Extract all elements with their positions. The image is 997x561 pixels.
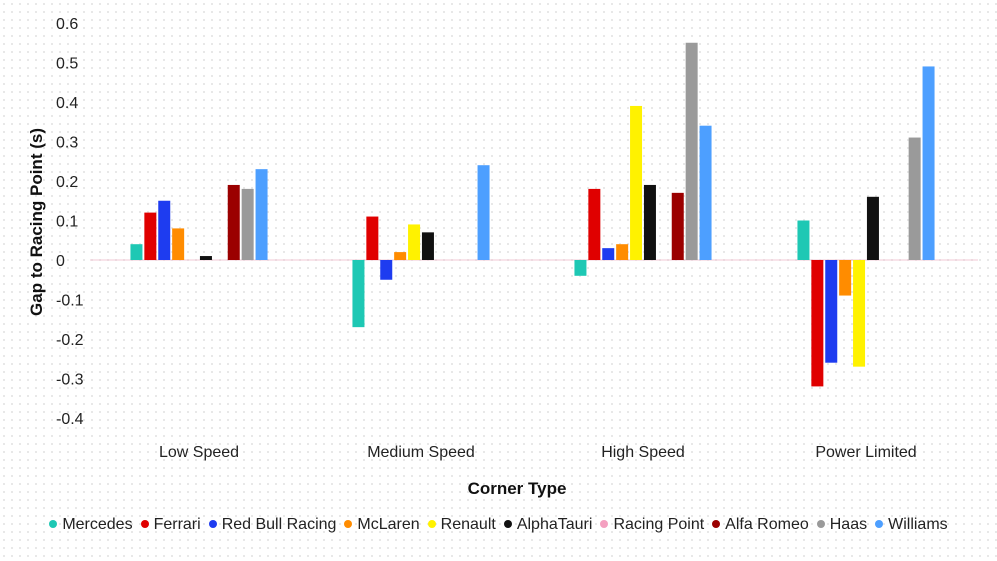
bar-mclaren [394,252,407,260]
legend-label: Renault [440,516,496,533]
legend-swatch-icon [503,519,512,528]
bar-alfa-romeo [671,192,684,260]
bar-renault [630,105,643,260]
bar-mclaren [616,244,629,260]
y-tick-label: 0.4 [56,95,78,112]
bar-red-bull-racing [602,248,615,260]
bar-chart: 0.6 0.5 0.4 0.3 0.2 0.1 0 -0.1 -0.2 -0.3 -0.4 Low … [27,16,978,498]
bar-renault [853,260,866,367]
legend-label: Racing Point [613,516,705,533]
y-tick-label: -0.4 [56,411,84,428]
bar-alphatauri [421,232,434,260]
y-tick-label: 0.1 [56,214,78,231]
bar-alphatauri [199,256,212,260]
bar-alphatauri [643,184,656,260]
bar-williams [699,125,712,260]
legend-swatch-icon [344,519,353,528]
bar-red-bull-racing [825,260,838,363]
y-tick-label: -0.1 [56,293,84,310]
bars-layer [130,42,935,387]
legend-item: Renault [427,516,496,534]
legend-label: Haas [829,516,868,533]
y-tick-label: -0.3 [56,372,84,389]
bar-alphatauri [866,196,879,260]
y-tick-label: -0.2 [56,332,84,349]
x-axis-categories: Low Speed Medium Speed High Speed Power Lim… [159,444,917,461]
legend-label: Red Bull Racing [221,516,337,533]
legend-label: AlphaTauri [516,516,593,533]
legend-label: McLaren [357,516,420,533]
legend-item: Mercedes [49,516,133,534]
bar-ferrari [366,216,379,260]
legend-item: Ferrari [140,516,201,534]
bar-mclaren [172,228,185,260]
bar-mercedes [130,244,143,260]
x-axis-title: Corner Type [468,479,567,498]
bar-red-bull-racing [158,200,171,260]
legend-label: Mercedes [62,516,133,533]
x-category-label: High Speed [601,444,685,461]
bar-haas [908,137,921,260]
legend-item: McLaren [344,516,420,534]
legend-item: AlphaTauri [503,516,593,534]
bar-williams [922,66,935,260]
bar-ferrari [811,260,824,387]
legend-swatch-icon [875,519,884,528]
bar-alfa-romeo [227,184,240,260]
bar-ferrari [588,188,601,260]
legend-swatch-icon [427,519,436,528]
legend-swatch-icon [816,519,825,528]
legend-item: Williams [875,516,948,534]
y-axis-title: Gap to Racing Point (s) [27,128,46,316]
legend: Mercedes Ferrari Red Bull Racing McLaren Ren… [0,516,997,534]
legend-item: Alfa Romeo [712,516,809,534]
bar-ferrari [144,212,157,260]
legend-item: Red Bull Racing [208,516,337,534]
bar-red-bull-racing [380,260,393,280]
y-tick-label: 0.2 [56,174,78,191]
y-tick-label: 0.6 [56,16,78,33]
legend-swatch-icon [140,519,149,528]
y-tick-label: 0 [56,253,65,270]
legend-item: Haas [816,516,868,534]
x-category-label: Medium Speed [367,444,475,461]
legend-swatch-icon [600,519,609,528]
legend-swatch-icon [49,519,58,528]
x-category-label: Low Speed [159,444,239,461]
legend-swatch-icon [208,519,217,528]
y-axis-ticks: 0.6 0.5 0.4 0.3 0.2 0.1 0 -0.1 -0.2 -0.3 -0.4 [56,16,84,428]
bar-mclaren [839,260,852,296]
bar-williams [255,169,268,260]
legend-swatch-icon [712,519,721,528]
bar-mercedes [352,260,365,328]
bar-haas [685,42,698,260]
bar-mercedes [574,260,587,276]
legend-label: Ferrari [153,516,201,533]
bar-haas [241,188,254,260]
bar-williams [477,165,490,260]
y-tick-label: 0.3 [56,135,78,152]
legend-label: Williams [888,516,948,533]
x-category-label: Power Limited [815,444,916,461]
bar-mercedes [797,220,810,260]
bar-renault [408,224,421,260]
y-tick-label: 0.5 [56,56,78,73]
legend-item: Racing Point [600,516,704,534]
legend-label: Alfa Romeo [725,516,809,533]
